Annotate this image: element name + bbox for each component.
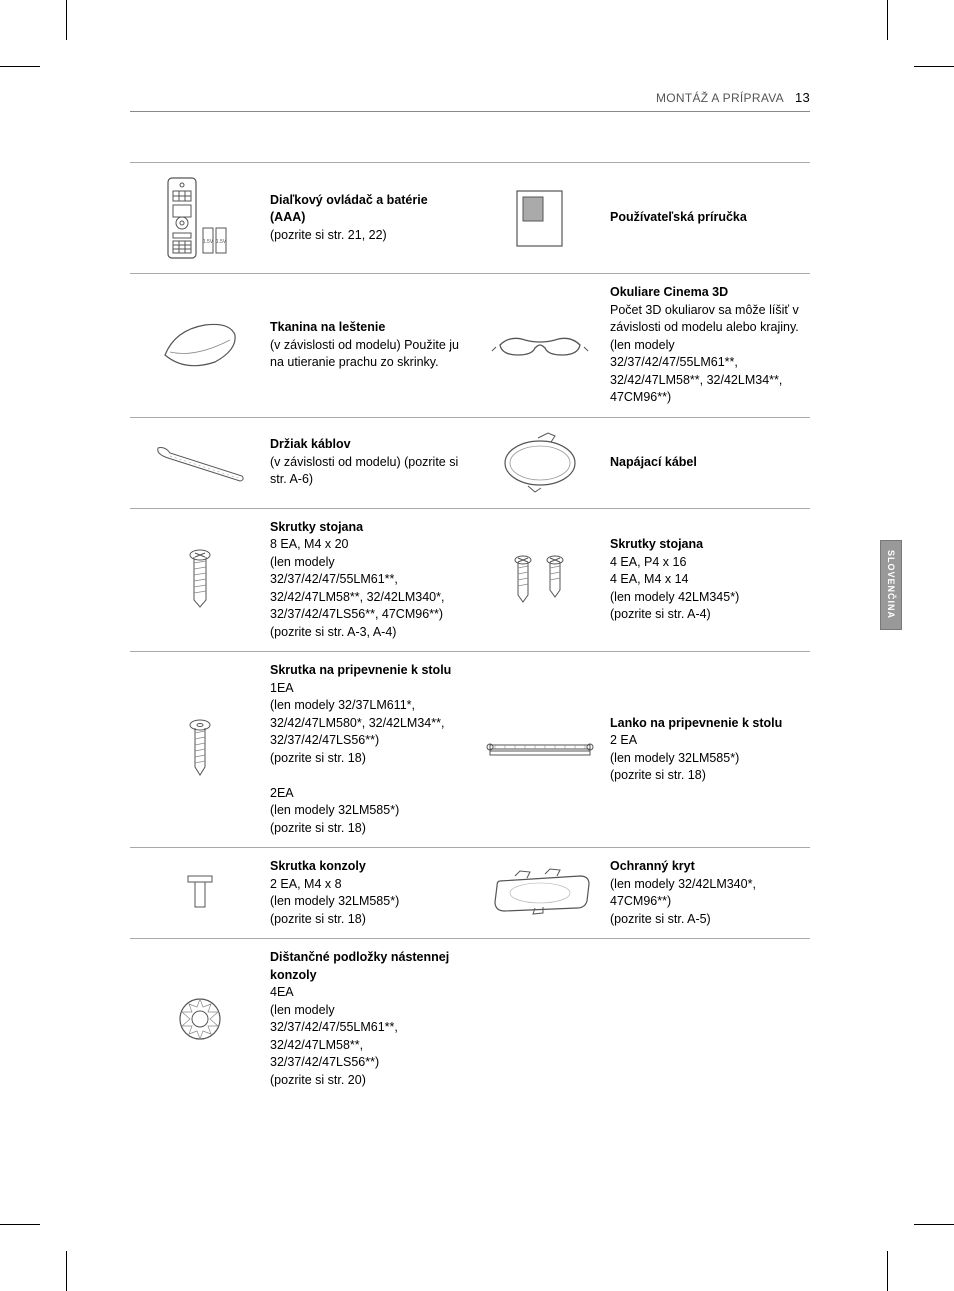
cable-holder-icon xyxy=(130,428,270,498)
bracket-screw-title: Skrutka konzoly xyxy=(270,858,460,876)
stand-screws-a-title: Skrutky stojana xyxy=(270,519,460,537)
prot-cover-icon xyxy=(470,858,610,928)
bracket-screw-icon xyxy=(130,858,270,928)
manual-title: Používateľská príručka xyxy=(610,209,800,227)
stand-screws-b-sub: 4 EA, P4 x 16 4 EA, M4 x 14 (len modely … xyxy=(610,554,800,624)
remote-sub: (pozrite si str. 21, 22) xyxy=(270,227,460,245)
stand-screws-a-icon xyxy=(130,519,270,642)
stand-screws-b-icon xyxy=(470,519,610,642)
cable-holder-sub: (v závislosti od modelu) (pozrite si str… xyxy=(270,454,460,489)
cloth-title: Tkanina na leštenie xyxy=(270,319,460,337)
prot-cover-sub: (len modely 32/42LM340*, 47CM96**) (pozr… xyxy=(610,876,800,929)
stand-screws-b-title: Skrutky stojana xyxy=(610,536,800,554)
power-cord-icon xyxy=(470,428,610,498)
glasses-title: Okuliare Cinema 3D xyxy=(610,284,800,302)
remote-icon: 1.5V 1.5V xyxy=(130,173,270,263)
glasses-sub: Počet 3D okuliarov sa môže líšiť v závis… xyxy=(610,302,800,407)
stand-screws-a-sub: 8 EA, M4 x 20 (len modely 32/37/42/47/55… xyxy=(270,536,460,641)
header-page-number: 13 xyxy=(787,90,810,105)
bracket-screw-sub: 2 EA, M4 x 8 (len modely 32LM585*) (pozr… xyxy=(270,876,460,929)
prot-cover-title: Ochranný kryt xyxy=(610,858,800,876)
language-tab-label: SLOVENČINA xyxy=(886,550,896,619)
desk-cable-title: Lanko na pripevnenie k stolu xyxy=(610,715,800,733)
manual-icon xyxy=(470,173,610,263)
page-content: MONTÁŽ A PRÍPRAVA 13 xyxy=(130,90,810,1099)
spacers-icon xyxy=(130,949,270,1089)
cloth-icon xyxy=(130,284,270,407)
glasses-icon xyxy=(470,284,610,407)
page-header: MONTÁŽ A PRÍPRAVA 13 xyxy=(130,90,810,112)
desk-screw-title: Skrutka na pripevnenie k stolu xyxy=(270,662,460,680)
spacers-title: Dištančné podložky nástennej konzoly xyxy=(270,949,460,984)
spacers-sub: 4EA (len modely 32/37/42/47/55LM61**, 32… xyxy=(270,984,460,1089)
desk-cable-sub: 2 EA (len modely 32LM585*) (pozrite si s… xyxy=(610,732,800,785)
svg-text:1.5V: 1.5V xyxy=(202,239,213,245)
remote-title: Diaľkový ovládač a batérie (AAA) xyxy=(270,192,460,227)
desk-screw-icon xyxy=(130,662,270,837)
desk-screw-sub: 1EA (len modely 32/37LM611*, 32/42/47LM5… xyxy=(270,680,460,838)
svg-text:1.5V: 1.5V xyxy=(215,239,226,245)
cloth-sub: (v závislosti od modelu) Použite ju na u… xyxy=(270,337,460,372)
header-section: MONTÁŽ A PRÍPRAVA xyxy=(656,91,783,105)
language-tab: SLOVENČINA xyxy=(880,540,902,630)
cable-holder-title: Držiak káblov xyxy=(270,436,460,454)
desk-cable-icon xyxy=(470,662,610,837)
power-cord-title: Napájací kábel xyxy=(610,454,800,472)
